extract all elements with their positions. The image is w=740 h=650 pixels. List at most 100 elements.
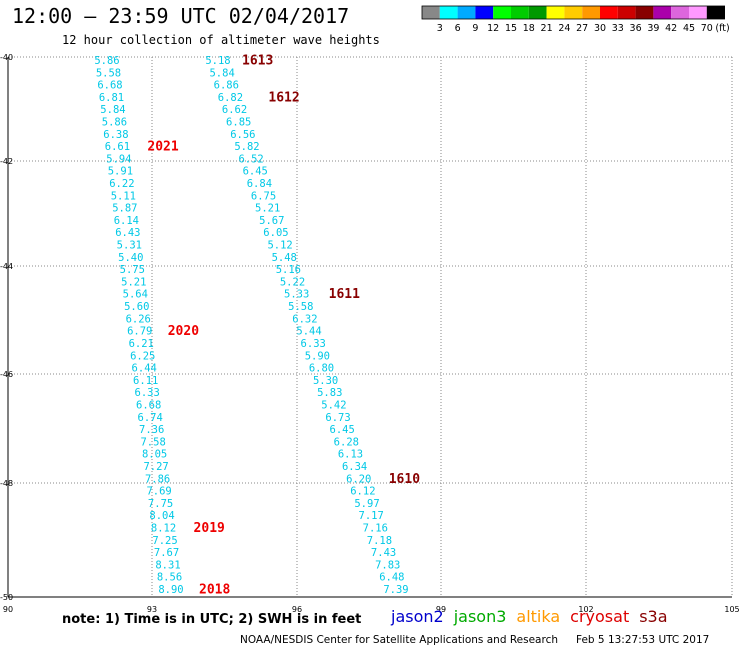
swh-value-label: 6.45 [243,166,268,178]
swh-value-label: 7.86 [145,473,170,485]
legend-swatch [600,6,618,19]
swh-value-label: 5.58 [96,67,121,79]
swh-value-label: 6.13 [338,449,363,461]
legend-swatch [546,6,565,19]
x-tick-label: 105 [724,605,739,614]
legend-label: 21 [541,23,553,34]
swh-value-label: 7.39 [383,584,408,596]
legend-swatch [653,6,672,19]
swh-value-label: 5.16 [276,264,301,276]
swh-value-label: 5.11 [111,190,136,202]
legend-unit: (ft) [715,23,729,34]
satellite-name-jason2: jason2 [391,607,444,626]
swh-value-label: 6.45 [330,424,355,436]
swh-value-label: 6.82 [218,92,243,104]
swh-value-label: 6.32 [292,313,317,325]
y-tick-label: -42 [0,157,13,166]
satellite-name-altika: altika [516,607,561,626]
swh-value-label: 6.25 [130,350,155,362]
swh-value-label: 6.86 [214,80,239,92]
swh-value-label: 5.84 [209,67,234,79]
swh-value-label: 6.84 [247,178,272,190]
swh-value-label: 6.33 [301,338,326,350]
swh-value-label: 5.75 [120,264,145,276]
swh-value-label: 8.05 [142,449,167,461]
swh-value-label: 6.56 [230,129,255,141]
legend-label: 30 [594,23,606,34]
swh-value-label: 6.11 [133,375,158,387]
x-tick-label: 102 [578,605,593,614]
swh-value-label: 8.04 [149,510,174,522]
swh-value-label: 6.73 [325,412,350,424]
swh-value-label: 7.25 [152,535,177,547]
y-tick-label: -50 [0,593,13,602]
legend-swatch [635,6,654,19]
footer-credit: NOAA/NESDIS Center for Satellite Applica… [240,634,709,646]
swh-value-label: 6.62 [222,104,247,116]
swh-value-label: 7.18 [367,535,392,547]
swh-value-label: 6.33 [135,387,160,399]
legend-swatch [582,6,600,19]
swh-value-label: 7.27 [143,461,168,473]
swh-value-label: 6.28 [334,436,359,448]
swh-value-label: 7.16 [363,522,388,534]
swh-value-label: 7.17 [359,510,384,522]
swh-value-label: 5.12 [267,240,292,252]
legend-label: 9 [472,23,478,34]
swh-value-label: 8.12 [151,522,176,534]
swh-value-label: 7.83 [375,559,400,571]
satellite-legend: jason2 jason3 altika cryosat s3a [391,607,678,626]
swh-value-label: 6.74 [138,412,163,424]
swh-value-label: 6.34 [342,461,367,473]
legend-swatch [617,6,636,19]
legend-swatch [511,6,529,19]
legend-label: 6 [455,23,461,34]
legend-label: 42 [665,23,677,34]
swh-value-label: 5.91 [108,166,133,178]
swh-value-label: 6.80 [309,363,334,375]
swh-value-label: 5.90 [305,350,330,362]
swh-value-label: 5.30 [313,375,338,387]
y-tick-label: -46 [0,370,13,379]
pass-time-label: 2018 [199,583,230,598]
pass-time-label: 2020 [168,324,199,339]
y-tick-label: -44 [0,262,13,271]
pass-time-label: 1613 [242,54,273,69]
swh-value-label: 6.14 [114,215,139,227]
pass-time-label: 2021 [147,140,178,155]
swh-value-label: 5.40 [118,252,143,264]
swh-value-label: 8.56 [157,572,182,584]
pass-time-label: 1610 [389,472,420,487]
swh-value-label: 6.52 [238,153,263,165]
swh-value-label: 6.43 [115,227,140,239]
swh-value-label: 7.69 [146,486,171,498]
swh-value-label: 6.38 [103,129,128,141]
x-tick-label: 99 [436,605,446,614]
swh-value-label: 5.84 [100,104,125,116]
y-tick-label: -48 [0,479,13,488]
legend-label: 45 [683,23,695,34]
swh-value-label: 5.21 [121,276,146,288]
x-tick-label: 96 [292,605,302,614]
swh-value-label: 6.22 [109,178,134,190]
swh-value-label: 5.22 [280,276,305,288]
credit-text: NOAA/NESDIS Center for Satellite Applica… [240,634,558,646]
swh-value-label: 5.21 [255,203,280,215]
chart-title: 12:00 – 23:59 UTC 02/04/2017 [12,4,350,28]
y-tick-label: -40 [0,53,13,62]
pass-time-label: 1612 [268,90,299,105]
pass-time-label: 2019 [194,521,225,536]
legend-label: 70 [701,23,713,34]
swh-value-label: 5.18 [205,55,230,67]
swh-value-label: 6.20 [346,473,371,485]
swh-value-label: 6.79 [127,326,152,338]
legend-swatch [422,6,440,19]
legend-swatch [493,6,511,19]
legend-frame [421,5,726,20]
legend-swatch [564,6,583,19]
legend-swatch [706,6,725,19]
swh-value-label: 6.85 [226,117,251,129]
swh-value-label: 5.86 [102,117,127,129]
legend-label: 24 [558,23,570,34]
